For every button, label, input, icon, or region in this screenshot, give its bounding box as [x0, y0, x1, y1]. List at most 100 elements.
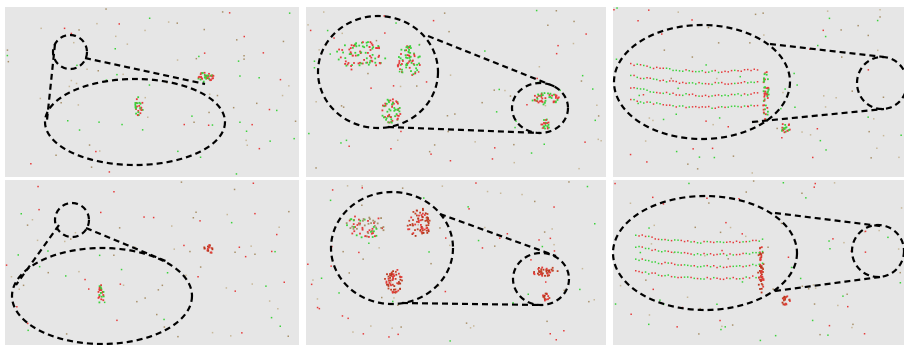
point	[713, 265, 715, 267]
point	[536, 10, 538, 12]
point	[646, 161, 648, 163]
point	[88, 288, 90, 290]
point	[239, 122, 241, 124]
point	[765, 113, 767, 115]
point	[494, 245, 496, 247]
point	[402, 60, 404, 62]
point	[258, 77, 260, 79]
point	[425, 212, 427, 214]
point	[288, 85, 290, 87]
point	[573, 21, 575, 23]
point	[514, 162, 516, 164]
point	[101, 296, 103, 298]
point	[763, 90, 765, 92]
point	[640, 78, 642, 80]
point	[664, 275, 666, 277]
point	[658, 250, 660, 252]
point	[195, 212, 197, 214]
point	[137, 102, 139, 104]
point	[391, 327, 393, 329]
point	[814, 186, 816, 188]
point	[415, 67, 417, 69]
point	[713, 242, 715, 244]
point	[355, 42, 357, 44]
point	[338, 59, 340, 61]
point	[100, 292, 102, 294]
point	[753, 180, 755, 182]
point	[720, 278, 722, 280]
point	[89, 144, 91, 146]
point	[369, 46, 371, 48]
point	[784, 131, 786, 133]
point	[466, 322, 468, 324]
point	[137, 96, 139, 98]
point	[646, 101, 648, 103]
point	[637, 77, 639, 79]
point	[400, 326, 402, 328]
point	[749, 265, 751, 267]
point	[544, 144, 546, 146]
point	[552, 267, 554, 269]
point	[408, 55, 410, 57]
point	[712, 148, 714, 150]
point	[700, 254, 702, 256]
point	[204, 29, 206, 31]
point	[153, 217, 155, 219]
point	[786, 295, 788, 297]
point	[738, 198, 740, 200]
point	[716, 241, 718, 243]
point	[374, 58, 376, 60]
point	[358, 63, 360, 65]
point	[598, 139, 600, 141]
point	[832, 238, 834, 240]
point	[805, 197, 807, 199]
point	[674, 276, 676, 278]
point	[429, 220, 431, 222]
point	[664, 262, 666, 264]
point	[429, 151, 431, 153]
point	[416, 69, 418, 71]
point	[86, 69, 88, 71]
point	[64, 28, 66, 30]
point	[541, 267, 543, 269]
point	[69, 86, 71, 88]
point	[333, 37, 335, 39]
point	[399, 113, 401, 115]
point	[368, 217, 370, 219]
point	[372, 44, 374, 46]
point	[784, 299, 786, 301]
point	[207, 75, 209, 77]
point	[544, 102, 546, 104]
point	[276, 234, 278, 236]
point	[127, 43, 129, 45]
point	[763, 80, 765, 82]
point	[692, 106, 694, 108]
point	[592, 88, 594, 90]
point	[392, 301, 394, 303]
point	[533, 272, 535, 274]
point	[426, 230, 428, 232]
point	[387, 284, 389, 286]
point	[439, 227, 441, 229]
point	[374, 62, 376, 64]
point	[362, 258, 364, 260]
point	[367, 41, 369, 43]
point	[668, 274, 670, 276]
point	[282, 95, 284, 97]
point	[638, 260, 640, 262]
point	[208, 125, 210, 127]
point	[361, 236, 363, 238]
point	[414, 229, 416, 231]
point	[747, 94, 749, 96]
point	[750, 81, 752, 83]
point	[688, 183, 690, 185]
point	[378, 55, 380, 57]
point	[393, 289, 395, 291]
point	[346, 65, 348, 67]
point	[120, 283, 122, 285]
point	[278, 227, 280, 229]
point	[582, 268, 584, 270]
point	[341, 105, 343, 107]
point	[840, 29, 842, 31]
point	[102, 294, 104, 296]
